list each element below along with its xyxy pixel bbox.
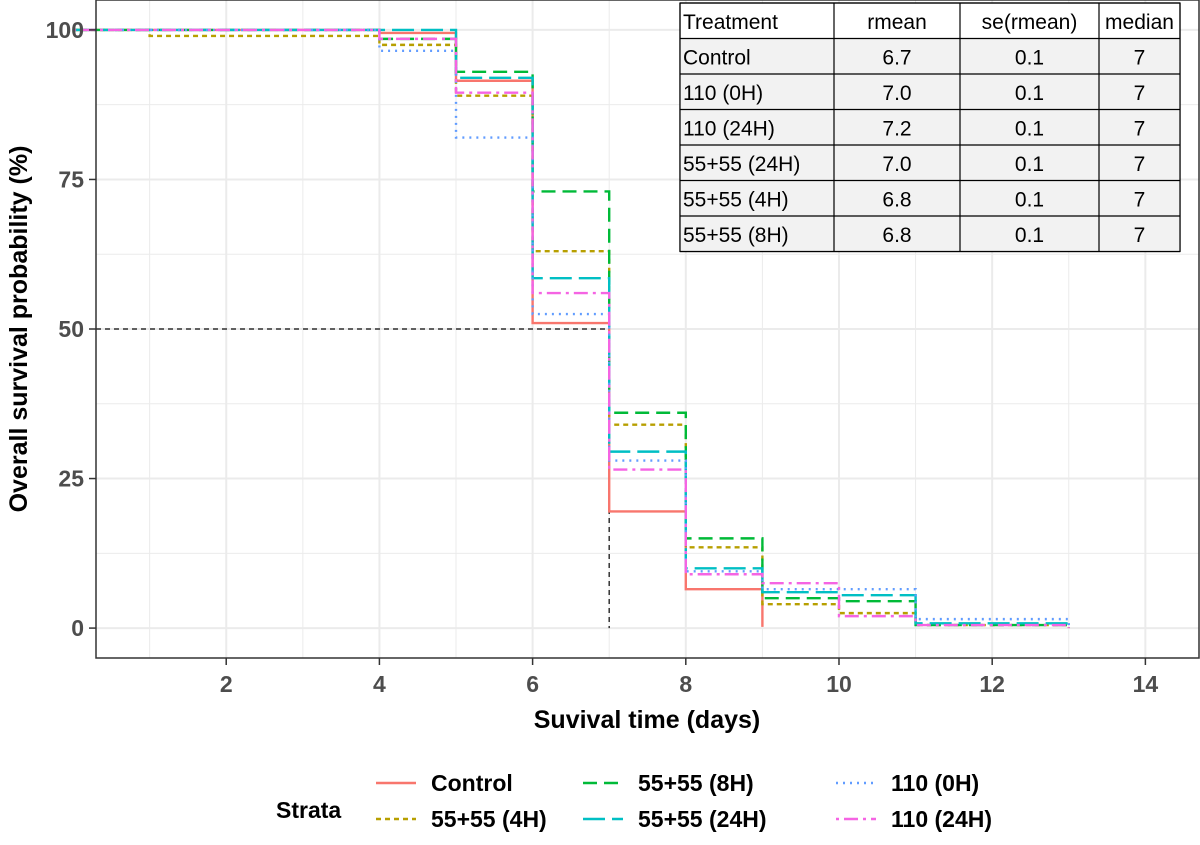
- legend-label-control: Control: [431, 770, 513, 796]
- x-axis-ticks: 2 4 6 8 10 12 14: [220, 658, 1159, 697]
- table-header-rmean: rmean: [867, 11, 927, 34]
- table-cell: 55+55 (4H): [683, 189, 789, 212]
- table-cell: 110 (0H): [683, 82, 763, 105]
- x-tick-label: 14: [1133, 671, 1159, 697]
- table-cell: 7: [1134, 118, 1146, 141]
- table-cell: 0.1: [1015, 153, 1044, 176]
- table-header-median: median: [1105, 11, 1174, 34]
- table-cell: 0.1: [1015, 47, 1044, 70]
- x-tick-label: 8: [679, 671, 692, 697]
- table-cell: Control: [683, 47, 751, 70]
- summary-table: Treatment rmean se(rmean) median Control 6.7 0…: [679, 2, 1181, 253]
- y-tick-label: 100: [46, 17, 84, 43]
- table-cell: 0.1: [1015, 224, 1044, 247]
- table-cell: 7: [1134, 47, 1146, 70]
- legend-label-110-24h: 110 (24H): [891, 806, 992, 832]
- table-cell: 110 (24H): [683, 118, 775, 141]
- x-tick-label: 4: [373, 671, 386, 697]
- table-cell: 7.2: [882, 118, 911, 141]
- x-tick-label: 10: [826, 671, 852, 697]
- x-tick-label: 2: [220, 671, 233, 697]
- table-cell: 55+55 (24H): [683, 153, 800, 176]
- table-cell: 7.0: [882, 153, 911, 176]
- x-tick-label: 6: [526, 671, 539, 697]
- table-cell: 7: [1134, 189, 1146, 212]
- table-cell: 7: [1134, 153, 1146, 176]
- table-cell: 7: [1134, 82, 1146, 105]
- table-cell: 7: [1134, 224, 1146, 247]
- table-cell: 0.1: [1015, 82, 1044, 105]
- legend-label-55-55-8h: 55+55 (8H): [638, 770, 754, 796]
- legend-label-55-55-24h: 55+55 (24H): [638, 806, 767, 832]
- table-cell: 55+55 (8H): [683, 224, 789, 247]
- y-tick-label: 75: [58, 166, 84, 192]
- x-axis-title: Suvival time (days): [534, 706, 760, 734]
- legend-label-55-55-4h: 55+55 (4H): [431, 806, 547, 832]
- y-tick-label: 25: [58, 466, 84, 492]
- legend-title: Strata: [276, 797, 341, 823]
- series-layer: [73, 28, 1070, 629]
- table-cell: 6.8: [882, 224, 911, 247]
- table-header-treatment: Treatment: [683, 11, 778, 34]
- table-cell: 0.1: [1015, 118, 1044, 141]
- series-line-110-24h: [73, 28, 1070, 629]
- table-cell: 7.0: [882, 82, 911, 105]
- table-cell: 0.1: [1015, 189, 1044, 212]
- legend-label-110-0h: 110 (0H): [891, 770, 979, 796]
- y-tick-label: 0: [71, 615, 84, 641]
- y-axis-title: Overall survival probability (%): [5, 146, 33, 513]
- y-tick-label: 50: [58, 316, 84, 342]
- legend: Strata Control 55+55 (4H) 55+55 (8H) 55+55 …: [276, 770, 992, 832]
- x-tick-label: 12: [979, 671, 1005, 697]
- table-header-se-rmean: se(rmean): [982, 11, 1078, 34]
- table-cell: 6.7: [882, 47, 911, 70]
- table-cell: 6.8: [882, 189, 911, 212]
- y-axis-ticks: 0 25 50 75 100: [46, 17, 96, 641]
